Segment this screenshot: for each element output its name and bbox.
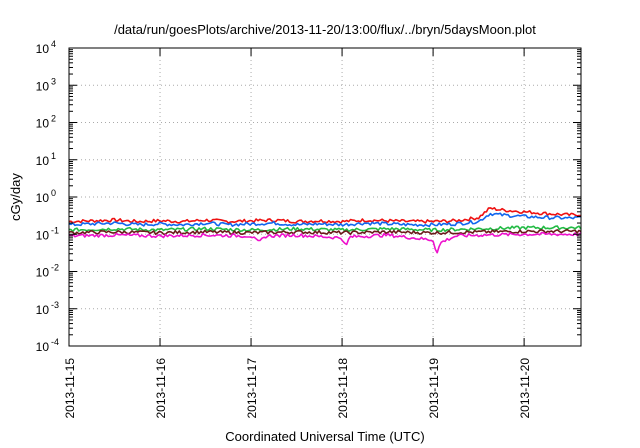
y-tick-exponent: 2 — [51, 114, 56, 124]
data-series — [68, 207, 582, 254]
series-line-2 — [68, 225, 582, 233]
y-tick-label: 10 — [36, 340, 50, 354]
x-axis-label: Coordinated Universal Time (UTC) — [225, 429, 424, 444]
y-tick-exponent: -3 — [51, 300, 59, 310]
x-tick-label: 2013-11-16 — [154, 358, 168, 419]
y-tick-label: 10 — [36, 228, 50, 242]
y-tick-label: 10 — [36, 117, 50, 131]
y-tick-exponent: 0 — [51, 188, 56, 198]
grid-lines — [69, 48, 581, 346]
y-tick-base: 10 — [36, 303, 50, 317]
series-line-0 — [68, 207, 582, 224]
y-tick-label: 10 — [36, 79, 50, 93]
y-tick-base: 10 — [36, 79, 50, 93]
y-tick-exponent: 4 — [51, 39, 56, 49]
x-tick-label: 2013-11-20 — [518, 358, 532, 419]
x-axis-ticks: 2013-11-15 2013-11-16 2013-11-17 2013-11-18… — [63, 48, 532, 419]
y-tick-base: 10 — [36, 191, 50, 205]
series-line-4 — [68, 231, 582, 254]
y-tick-exponent: 3 — [51, 76, 56, 86]
y-tick-exponent: -2 — [51, 263, 59, 273]
y-tick-exponent: -1 — [51, 225, 59, 235]
series-line-1 — [68, 212, 582, 228]
y-tick-label: 10 — [36, 191, 50, 205]
y-tick-base: 10 — [36, 117, 50, 131]
y-tick-label: 10 — [36, 42, 50, 56]
x-tick-label: 2013-11-15 — [63, 358, 77, 419]
y-tick-base: 10 — [36, 228, 50, 242]
y-tick-base: 10 — [36, 154, 50, 168]
y-tick-label: 10 — [36, 266, 50, 280]
x-tick-label: 2013-11-17 — [245, 358, 259, 419]
y-tick-label: 10 — [36, 303, 50, 317]
series-line-3 — [68, 228, 582, 236]
y-tick-exponent: -4 — [51, 337, 59, 347]
x-tick-label: 2013-11-19 — [427, 358, 441, 419]
y-tick-base: 10 — [36, 340, 50, 354]
y-axis-label: cGy/day — [8, 173, 23, 221]
chart-title: /data/run/goesPlots/archive/2013-11-20/1… — [114, 22, 536, 37]
y-tick-base: 10 — [36, 42, 50, 56]
x-tick-label: 2013-11-18 — [336, 358, 350, 419]
y-tick-base: 10 — [36, 266, 50, 280]
y-tick-label: 10 — [36, 154, 50, 168]
y-tick-exponent: 1 — [51, 151, 56, 161]
